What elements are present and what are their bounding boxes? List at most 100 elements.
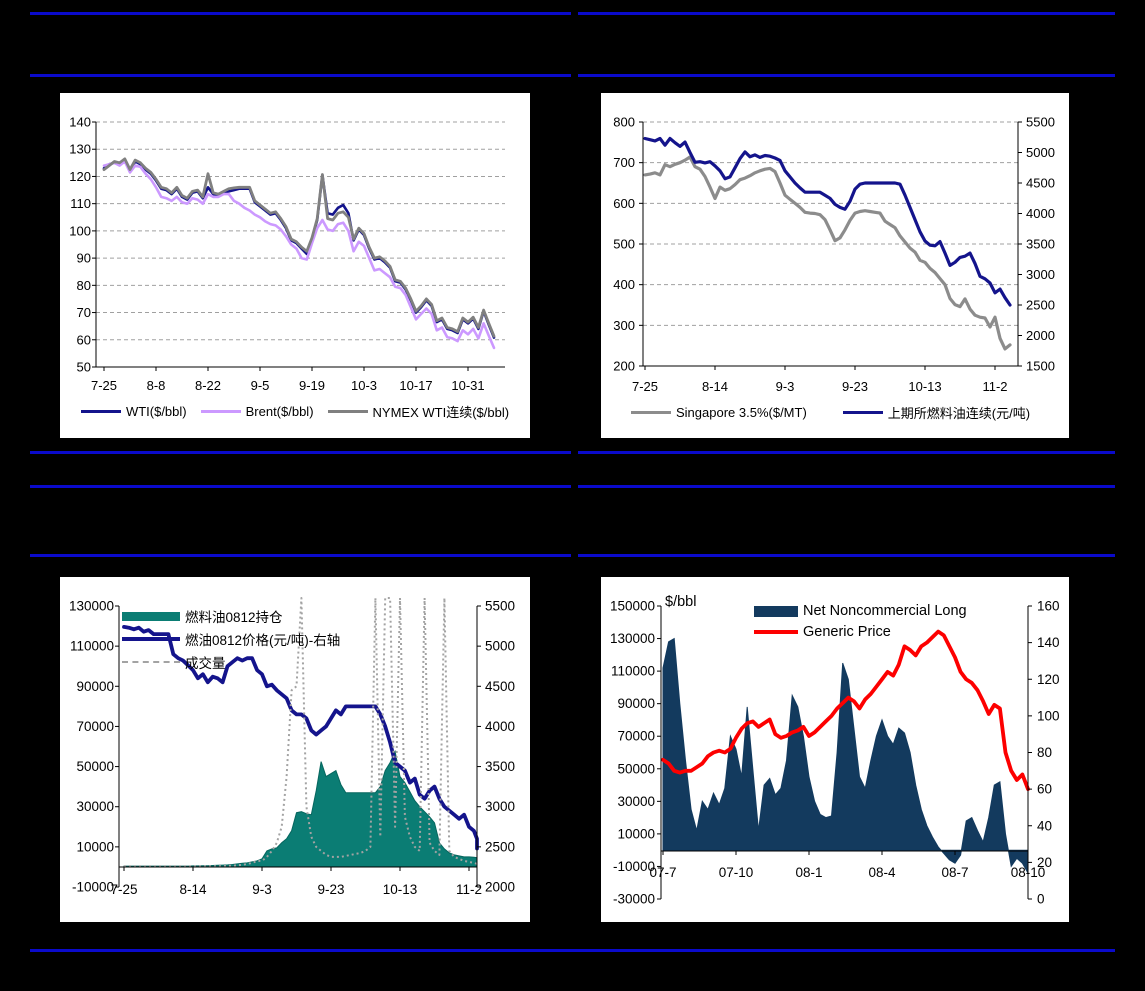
svg-text:8-14: 8-14 <box>179 882 207 897</box>
svg-text:11-2: 11-2 <box>982 379 1007 394</box>
svg-text:90000: 90000 <box>617 696 655 711</box>
svg-text:110000: 110000 <box>70 639 114 654</box>
svg-text:200: 200 <box>613 359 635 374</box>
svg-text:30000: 30000 <box>76 799 114 814</box>
svg-text:110: 110 <box>70 196 91 211</box>
legend-label: Brent($/bbl) <box>245 404 314 419</box>
legend-item: 上期所燃料油连续(元/吨) <box>842 403 1031 422</box>
svg-text:90000: 90000 <box>76 679 114 694</box>
svg-text:-30000: -30000 <box>613 892 655 907</box>
svg-text:60: 60 <box>1037 782 1052 797</box>
svg-text:120: 120 <box>69 169 91 184</box>
svg-text:9-3: 9-3 <box>252 882 272 897</box>
legend-label: NYMEX WTI连续($/bbl) <box>372 405 510 420</box>
svg-text:7-25: 7-25 <box>110 882 137 897</box>
svg-text:50000: 50000 <box>76 759 114 774</box>
legend-label: 燃料油0812持仓 <box>185 610 283 625</box>
fuel-oil-0812-legend: 燃料油0812持仓燃油0812价格(元/吨)-右轴成交量 <box>122 606 340 672</box>
svg-text:70000: 70000 <box>76 719 114 734</box>
legend-item: Net Noncommercial Long <box>754 603 967 619</box>
svg-text:08-1: 08-1 <box>795 865 822 880</box>
svg-text:10-13: 10-13 <box>383 882 418 897</box>
svg-text:130: 130 <box>69 142 91 157</box>
legend-item: NYMEX WTI连续($/bbl) <box>327 402 510 421</box>
svg-text:80: 80 <box>1037 745 1052 760</box>
legend-label: 成交量 <box>185 656 226 671</box>
legend-swatch-line <box>327 410 368 413</box>
crude-oil-legend: WTI($/bbl) Brent($/bbl) NYMEX WTI连续($/bbl) <box>72 402 518 421</box>
legend-swatch-line <box>842 411 883 414</box>
svg-text:160: 160 <box>1037 599 1060 614</box>
legend-label: Net Noncommercial Long <box>803 603 967 619</box>
svg-text:9-23: 9-23 <box>317 882 344 897</box>
divider-line <box>578 485 1115 488</box>
legend-item: 燃油0812价格(元/吨)-右轴 <box>122 629 340 649</box>
svg-text:10-13: 10-13 <box>908 379 941 394</box>
svg-text:2500: 2500 <box>1026 298 1055 313</box>
divider-line <box>578 451 1115 454</box>
svg-text:140: 140 <box>1037 635 1060 650</box>
legend-swatch-line <box>200 410 241 413</box>
legend-swatch-line <box>122 637 180 641</box>
svg-text:3500: 3500 <box>1026 237 1055 252</box>
svg-text:4500: 4500 <box>1026 176 1055 191</box>
svg-text:-10000: -10000 <box>613 859 655 874</box>
svg-text:10-17: 10-17 <box>399 378 432 393</box>
svg-text:3000: 3000 <box>485 799 515 814</box>
legend-swatch-area <box>754 605 798 617</box>
crude-oil-price-plot: 140 130 120 110 100 90 80 70 60 507-25 8-8 8-22 9-5 9… <box>69 115 505 393</box>
fuel-oil-legend: Singapore 3.5%($/MT) 上期所燃料油连续(元/吨) <box>631 403 1030 422</box>
svg-text:50: 50 <box>77 360 91 375</box>
divider-line <box>30 949 1115 952</box>
divider-line <box>30 485 571 488</box>
svg-text:140: 140 <box>69 115 91 130</box>
legend-swatch-line <box>754 630 798 634</box>
net-noncommercial-legend: Net Noncommercial Long Generic Price <box>754 603 967 640</box>
svg-text:4500: 4500 <box>485 679 515 694</box>
svg-text:8-8: 8-8 <box>147 378 166 393</box>
svg-text:30000: 30000 <box>617 794 655 809</box>
svg-text:10-3: 10-3 <box>351 378 377 393</box>
series-line <box>102 160 496 350</box>
svg-text:2000: 2000 <box>1026 328 1055 343</box>
divider-line <box>30 451 571 454</box>
svg-text:9-5: 9-5 <box>251 378 270 393</box>
svg-text:08-7: 08-7 <box>941 865 968 880</box>
divider-line <box>30 12 571 15</box>
svg-text:400: 400 <box>613 277 635 292</box>
svg-text:08-10: 08-10 <box>1011 865 1046 880</box>
svg-text:10-31: 10-31 <box>451 378 484 393</box>
legend-swatch-line <box>80 410 121 413</box>
svg-text:150000: 150000 <box>610 599 655 614</box>
svg-text:7-25: 7-25 <box>91 378 117 393</box>
svg-text:40: 40 <box>1037 818 1052 833</box>
svg-text:10000: 10000 <box>76 839 114 854</box>
svg-text:8-22: 8-22 <box>195 378 221 393</box>
svg-text:8-14: 8-14 <box>702 379 728 394</box>
svg-text:800: 800 <box>613 115 635 130</box>
svg-text:3500: 3500 <box>485 759 515 774</box>
divider-line <box>578 554 1115 557</box>
legend-label: Singapore 3.5%($/MT) <box>676 405 807 420</box>
divider-line <box>30 74 571 77</box>
chart-panel-fuel-oil-0812: 130000 110000 90000 70000 50000 30000 10000 -10… <box>60 577 530 922</box>
divider-line <box>578 12 1115 15</box>
svg-text:2000: 2000 <box>485 880 515 895</box>
chart-panel-fuel-oil-prices: 800 700 600 500 400 300 200 5500 5000 4500 4000 350… <box>601 93 1069 438</box>
net-noncommercial-plot: 150000 130000 110000 90000 70000 50000 30000 10… <box>610 599 1060 907</box>
svg-text:110000: 110000 <box>611 664 655 679</box>
series-line <box>122 625 479 851</box>
fuel-oil-price-plot: 800 700 600 500 400 300 200 5500 5000 4500 4000 350… <box>613 115 1055 395</box>
legend-label: 上期所燃料油连续(元/吨) <box>887 406 1031 421</box>
divider-line <box>30 554 571 557</box>
svg-text:700: 700 <box>613 155 635 170</box>
svg-text:2500: 2500 <box>485 839 515 854</box>
svg-text:0: 0 <box>1037 892 1045 907</box>
series-area <box>662 637 1029 875</box>
svg-text:100: 100 <box>1037 708 1060 723</box>
legend-item: Brent($/bbl) <box>200 404 314 419</box>
legend-item: Singapore 3.5%($/MT) <box>631 405 807 420</box>
svg-text:50000: 50000 <box>617 761 655 776</box>
legend-item: 成交量 <box>122 652 226 672</box>
